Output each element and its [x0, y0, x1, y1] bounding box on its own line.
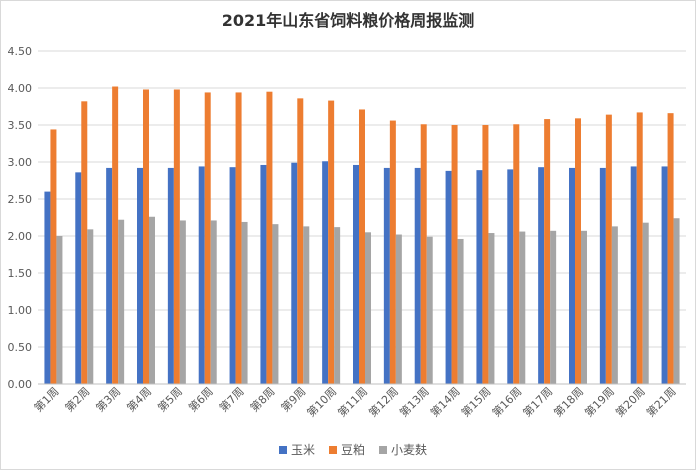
bar-小麦麸-第4周	[149, 216, 155, 384]
y-tick-label: 3.00	[8, 156, 33, 169]
bar-小麦麸-第12周	[395, 234, 402, 384]
bar-玉米-第9周	[291, 162, 298, 384]
bar-豆粕-第2周	[81, 101, 88, 384]
bar-小麦麸-第16周	[519, 231, 526, 384]
bar-玉米-第4周	[137, 167, 143, 384]
bar-豆粕-第21周	[667, 113, 674, 384]
bar-豆粕-第10周	[328, 100, 335, 384]
bar-豆粕-第4周	[143, 89, 149, 384]
bar-豆粕-第13周	[420, 124, 427, 384]
bar-豆粕-第20周	[636, 112, 643, 385]
bar-玉米-第6周	[198, 166, 205, 384]
bar-玉米-第3周	[106, 167, 113, 384]
legend-swatch-小麦麸[interactable]	[379, 446, 387, 454]
bar-玉米-第17周	[538, 167, 545, 384]
bar-玉米-第14周	[445, 170, 452, 384]
bar-小麦麸-第13周	[426, 236, 433, 384]
bar-玉米-第11周	[353, 164, 359, 384]
chart-title: 2021年山东省饲料粮价格周报监测	[222, 11, 475, 30]
bar-小麦麸-第14周	[457, 238, 464, 384]
bar-玉米-第15周	[476, 170, 483, 384]
bar-玉米-第20周	[630, 166, 637, 384]
bar-小麦麸-第7周	[241, 221, 248, 384]
bar-豆粕-第12周	[389, 120, 396, 384]
bar-小麦麸-第21周	[673, 218, 680, 384]
y-tick-label: 1.50	[8, 267, 33, 280]
bar-豆粕-第17周	[544, 119, 551, 384]
bar-豆粕-第11周	[359, 109, 365, 385]
bar-小麦麸-第20周	[642, 222, 649, 384]
y-tick-label: 4.50	[8, 45, 33, 58]
y-tick-label: 2.00	[8, 230, 33, 243]
bar-玉米-第12周	[383, 167, 390, 384]
bar-小麦麸-第5周	[179, 220, 186, 384]
bar-豆粕-第3周	[112, 86, 119, 385]
bar-小麦麸-第19周	[611, 226, 618, 384]
bar-豆粕-第18周	[575, 118, 581, 384]
bar-玉米-第16周	[507, 169, 514, 384]
bar-玉米-第10周	[322, 161, 329, 384]
bar-小麦麸-第10周	[334, 227, 341, 384]
bar-玉米-第7周	[229, 167, 236, 384]
y-tick-label: 0.00	[8, 378, 33, 391]
bar-小麦麸-第18周	[581, 230, 587, 384]
legend-label[interactable]: 小麦麸	[391, 443, 427, 457]
bar-玉米-第21周	[661, 166, 668, 384]
bar-玉米-第1周	[44, 191, 51, 384]
y-tick-label: 2.50	[8, 193, 33, 206]
legend-label[interactable]: 玉米	[291, 443, 315, 457]
bar-小麦麸-第11周	[365, 232, 371, 384]
legend-swatch-玉米[interactable]	[279, 446, 287, 454]
bar-小麦麸-第6周	[210, 220, 217, 384]
bar-小麦麸-第3周	[118, 219, 125, 384]
bar-小麦麸-第9周	[303, 226, 310, 384]
bar-豆粕-第15周	[482, 125, 489, 384]
bar-小麦麸-第15周	[488, 233, 495, 384]
bar-豆粕-第9周	[297, 98, 304, 385]
y-axis-ticks: 0.00 0.50 1.00 1.50 2.00 2.50 3.00 3.50 4.00 4.50	[8, 45, 33, 391]
bar-玉米-第13周	[414, 167, 421, 384]
bar-小麦麸-第2周	[87, 229, 94, 384]
y-tick-label: 1.00	[8, 304, 33, 317]
bar-玉米-第5周	[167, 167, 174, 384]
bar-玉米-第19周	[599, 167, 606, 384]
bar-豆粕-第14周	[451, 125, 458, 384]
bar-小麦麸-第17周	[550, 230, 557, 384]
bar-豆粕-第5周	[173, 89, 180, 384]
bar-豆粕-第16周	[513, 124, 520, 384]
bar-玉米-第2周	[75, 172, 82, 384]
bar-豆粕-第1周	[50, 129, 57, 384]
bars	[44, 86, 680, 385]
bar-豆粕-第8周	[266, 91, 273, 384]
y-tick-label: 3.50	[8, 119, 33, 132]
y-tick-label: 4.00	[8, 82, 33, 95]
bar-小麦麸-第1周	[56, 236, 63, 384]
bar-玉米-第8周	[260, 164, 267, 384]
bar-小麦麸-第8周	[272, 224, 279, 384]
bar-玉米-第18周	[569, 167, 575, 384]
y-tick-label: 0.50	[8, 341, 33, 354]
bar-豆粕-第19周	[605, 114, 612, 384]
bar-豆粕-第6周	[204, 92, 211, 384]
legend[interactable]: 玉米 豆粕 小麦麸	[279, 442, 427, 457]
legend-label[interactable]: 豆粕	[341, 442, 365, 457]
bar-豆粕-第7周	[235, 92, 242, 384]
legend-swatch-豆粕[interactable]	[329, 446, 337, 454]
